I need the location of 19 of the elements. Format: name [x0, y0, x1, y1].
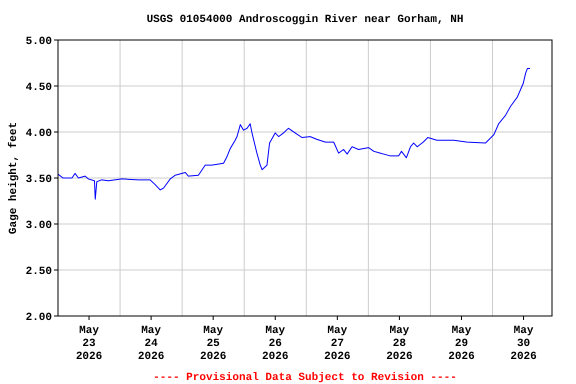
x-tick-label: May 29 2026 [448, 325, 475, 363]
x-tick-label: May 28 2026 [386, 325, 413, 363]
x-tick-label: May 26 2026 [262, 325, 288, 363]
x-tick-label: May 27 2026 [324, 325, 351, 363]
y-tick-label: 4.00 [26, 128, 52, 140]
x-tick-label: May 24 2026 [138, 325, 164, 363]
text: ---- Provisional Data Subject to Revision ---- [153, 372, 457, 384]
chart-title: USGS 01054000 Androscoggin River near Gorham, NH [146, 14, 464, 26]
y-tick-label: 2.50 [26, 266, 52, 278]
y-tick-label: 3.50 [26, 174, 52, 186]
x-tick-label: May 25 2026 [200, 325, 226, 363]
y-tick-label: 3.00 [26, 220, 52, 232]
y-tick-label: 4.50 [26, 82, 52, 94]
y-axis-title: Gage height, feet [7, 122, 20, 234]
x-tick-label: May 23 2026 [76, 325, 102, 363]
line-series [58, 68, 531, 200]
x-tick-label: May 30 2026 [510, 325, 537, 363]
y-tick-label: 5.00 [26, 36, 52, 48]
y-tick-label: 2.00 [26, 312, 52, 324]
